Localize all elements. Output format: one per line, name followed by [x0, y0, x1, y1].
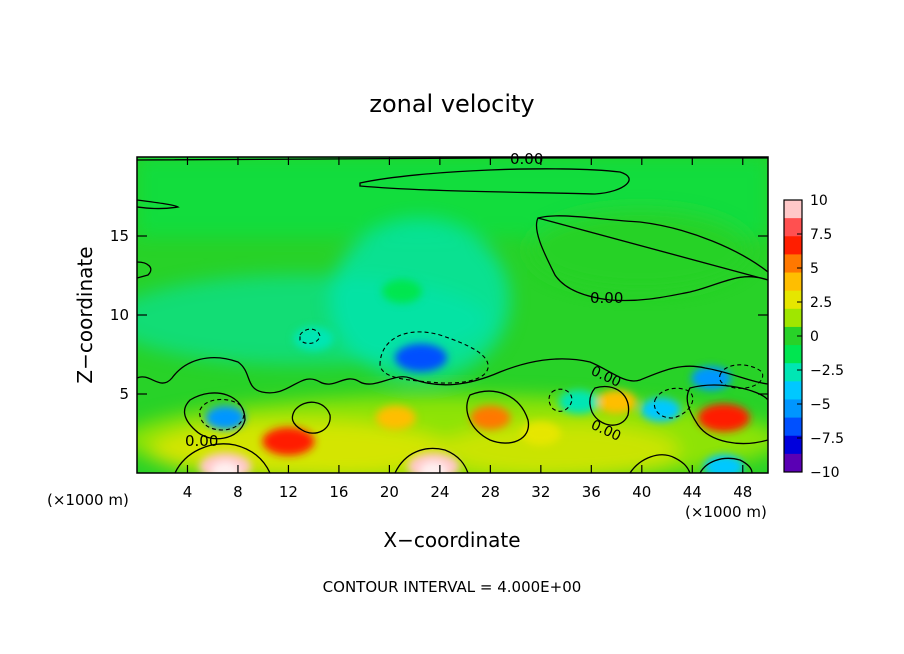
- colorbar-tick-label: 7.5: [810, 227, 832, 243]
- negative-anomaly-8: [394, 343, 447, 372]
- colorbar-swatch: [784, 435, 802, 455]
- negative-anomaly-9: [205, 405, 246, 430]
- negative-anomaly-11: [640, 397, 681, 422]
- contour-label: 0.00: [590, 289, 623, 307]
- x-unit-right: (×1000 m): [685, 503, 767, 521]
- contour-center-negative: [379, 331, 489, 384]
- colorbar: 10 7.5 5 2.5 0 −2.5 −5 −7.5 −10: [783, 193, 844, 481]
- x-tick-label: 36: [582, 483, 601, 501]
- colorbar-tick-label: −7.5: [810, 431, 844, 447]
- contour-interval-note: CONTOUR INTERVAL = 4.000E+00: [323, 578, 582, 596]
- x-tick-label: 24: [430, 483, 449, 501]
- positive-anomaly-2: [262, 427, 315, 456]
- lower-warm-layer-3: [440, 422, 680, 473]
- x-tick-label: 40: [632, 483, 651, 501]
- y-axis-label: Z−coordinate: [73, 246, 97, 383]
- contour-right-region: [535, 215, 768, 302]
- negative-anomaly-12: [558, 389, 599, 414]
- colorbar-swatch: [784, 290, 802, 310]
- positive-anomaly-4: [697, 403, 750, 432]
- y-tick-label: 5: [119, 385, 129, 403]
- x-tick-label: 16: [329, 483, 348, 501]
- colorbar-swatch: [784, 236, 802, 255]
- x-tick-label: 8: [233, 483, 243, 501]
- contour-upper-band: [359, 168, 630, 195]
- positive-anomaly-6: [375, 405, 416, 430]
- colorbar-swatch: [784, 254, 802, 274]
- colorbar-tick-label: 10: [810, 193, 828, 209]
- negative-contours: [199, 328, 764, 431]
- x-tick-label: 32: [531, 483, 550, 501]
- y-axis: 5 10 15: [110, 227, 768, 403]
- contour-top: [137, 157, 768, 161]
- peak-core-1: [419, 461, 448, 473]
- colorbar-swatch: [784, 218, 802, 237]
- contour-left-upper: [137, 199, 180, 210]
- colorbar-tick-label: −5: [810, 397, 831, 413]
- colorbar-swatch: [784, 453, 802, 473]
- plot-area: [137, 157, 768, 473]
- zero-contours: [137, 157, 768, 473]
- colorbar-swatch: [784, 308, 802, 328]
- y-tick-label: 15: [110, 227, 129, 245]
- colorbar-swatch: [784, 381, 802, 400]
- peak-core-0: [211, 461, 240, 473]
- colorbar-tick-label: 5: [810, 261, 819, 277]
- x-tick-label: 4: [183, 483, 193, 501]
- contour-lower-loops: [183, 384, 768, 445]
- colorbar-swatch: [784, 417, 802, 437]
- contour-right-negative: [299, 328, 764, 419]
- negative-anomaly-13: [293, 326, 334, 351]
- contour-left-negative: [199, 398, 245, 431]
- colorbar-tick-label: 2.5: [810, 295, 832, 311]
- colorbar-swatch: [784, 399, 802, 419]
- x-tick-label: 44: [683, 483, 702, 501]
- x-tick-label: 12: [279, 483, 298, 501]
- contour-label: 0.00: [185, 432, 218, 450]
- contour-label: 0.00: [510, 150, 543, 168]
- center-cyan-plume: [330, 220, 510, 380]
- x-tick-label: 20: [380, 483, 399, 501]
- chart-title: zonal velocity: [369, 90, 534, 118]
- colorbar-swatch: [784, 363, 802, 382]
- positive-anomaly-3: [470, 405, 511, 430]
- negative-anomaly-15: [382, 279, 423, 304]
- colorbar-swatch: [784, 200, 802, 219]
- x-tick-label: 48: [733, 483, 752, 501]
- x-tick-label: 28: [481, 483, 500, 501]
- contour-bottom-loops: [174, 443, 753, 473]
- y-tick-label: 10: [110, 306, 129, 324]
- contour-lower-boundary: [137, 357, 768, 394]
- colorbar-swatch: [784, 272, 802, 292]
- x-unit-left: (×1000 m): [47, 491, 129, 509]
- colorbar-tick-label: −10: [810, 465, 840, 481]
- positive-anomaly-5: [596, 389, 637, 414]
- colorbar-swatch: [784, 345, 802, 364]
- colorbar-swatch: [784, 326, 802, 346]
- x-axis: 4 8 12 16 20 24 28 32 36 40 44 48: [183, 157, 752, 501]
- contour-left-mid: [137, 261, 152, 279]
- positive-anomaly-7: [520, 421, 561, 446]
- colorbar-tick-label: −2.5: [810, 363, 844, 379]
- colorbar-tick-label: 0: [810, 329, 819, 345]
- x-axis-label: X−coordinate: [383, 528, 520, 552]
